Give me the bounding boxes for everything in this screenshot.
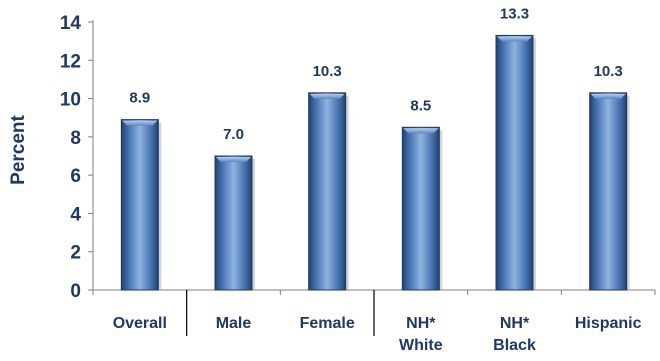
- data-label: 8.9: [129, 90, 150, 107]
- x-tick-label: Male: [216, 315, 252, 332]
- bar: [120, 119, 159, 291]
- y-tick-label: 6: [70, 166, 81, 187]
- bar-group: [401, 126, 443, 291]
- data-label: 8.5: [410, 97, 431, 114]
- y-tick-label: 2: [70, 243, 81, 264]
- bar-group: [214, 155, 255, 291]
- bar: [214, 155, 253, 291]
- bar: [308, 92, 347, 291]
- bar: [495, 34, 534, 291]
- bar-bevel: [216, 157, 251, 162]
- bar-bevel: [309, 93, 345, 99]
- bar: [589, 92, 628, 291]
- bar-bevel: [403, 128, 439, 134]
- y-tick-label: 0: [70, 281, 81, 302]
- x-tick-label: NH*: [500, 315, 530, 332]
- x-tick-label: Overall: [113, 315, 167, 332]
- axis-layer: 0 2 4 6 8 10 12 14: [60, 13, 656, 336]
- bar: [401, 126, 440, 291]
- data-label: 10.3: [313, 63, 342, 80]
- bar-bevel: [497, 36, 532, 42]
- data-label: 10.3: [594, 63, 623, 80]
- y-tick-label: 14: [60, 13, 82, 34]
- bar-group: [495, 34, 536, 291]
- x-tick-label: NH*: [406, 315, 436, 332]
- bar-group: [589, 92, 630, 291]
- bar-group: [308, 92, 349, 291]
- y-axis-label: Percent: [8, 114, 29, 184]
- y-tick-label: 4: [70, 204, 81, 225]
- x-tick-label: Female: [300, 315, 355, 332]
- bar-group: [120, 119, 162, 291]
- bar-layer: [120, 34, 630, 291]
- label-layer: 8.9 Overall 7.0 Male 10.3 Female 8.5 NH* White 13…: [113, 5, 642, 354]
- y-tick-label: 12: [60, 51, 81, 72]
- x-tick-label: Black: [493, 337, 536, 354]
- data-label: 13.3: [500, 5, 529, 22]
- bar-bevel: [122, 120, 158, 126]
- x-tick-label: White: [399, 337, 443, 354]
- x-tick-label: Hispanic: [575, 315, 642, 332]
- y-tick-label: 10: [60, 90, 81, 111]
- bar-bevel: [590, 93, 626, 99]
- data-label: 7.0: [223, 126, 244, 143]
- y-tick-label: 8: [70, 128, 81, 149]
